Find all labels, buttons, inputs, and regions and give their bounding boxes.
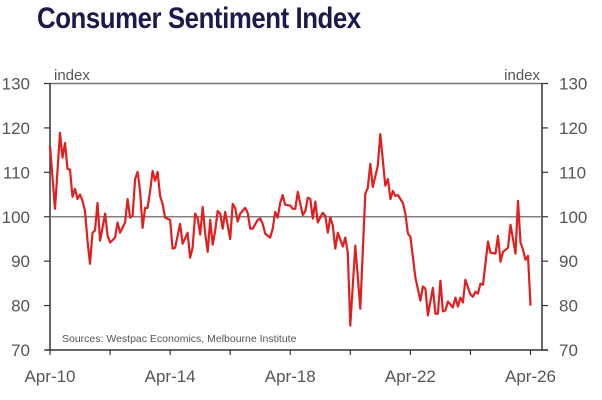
y-tick-label-right: 100 (559, 208, 587, 227)
y-tick-label-left: 80 (11, 297, 30, 316)
chart-title: Consumer Sentiment Index (37, 2, 361, 35)
y-axis-label-right: index (504, 67, 540, 84)
series (48, 131, 532, 327)
y-tick-label-right: 120 (559, 119, 587, 138)
y-tick-label-right: 80 (559, 297, 578, 316)
sentiment-line (48, 131, 532, 327)
y-tick-label-right: 130 (559, 75, 587, 94)
x-tick-label: Apr-22 (385, 367, 436, 386)
axes: 70 70 80 80 90 90 100 100 110 110 120 120 130 130 Apr-… (2, 75, 588, 387)
x-tick-label: Apr-14 (145, 367, 196, 386)
x-tick-label: Apr-10 (24, 367, 75, 386)
y-tick-label-left: 120 (2, 119, 30, 138)
y-tick-label-right: 70 (559, 341, 578, 360)
source-note: Sources: Westpac Economics, Melbourne In… (62, 333, 297, 345)
y-tick-label-left: 90 (11, 252, 30, 271)
y-axis-label-left: index (54, 67, 90, 84)
y-tick-label-left: 130 (2, 75, 30, 94)
y-tick-label-left: 110 (3, 163, 30, 182)
y-tick-label-right: 90 (559, 252, 578, 271)
y-tick-label-right: 110 (559, 163, 586, 182)
y-tick-label-left: 100 (2, 208, 30, 227)
y-tick-label-left: 70 (11, 341, 30, 360)
x-tick-label: Apr-18 (265, 367, 316, 386)
x-tick-label: Apr-26 (505, 367, 556, 386)
